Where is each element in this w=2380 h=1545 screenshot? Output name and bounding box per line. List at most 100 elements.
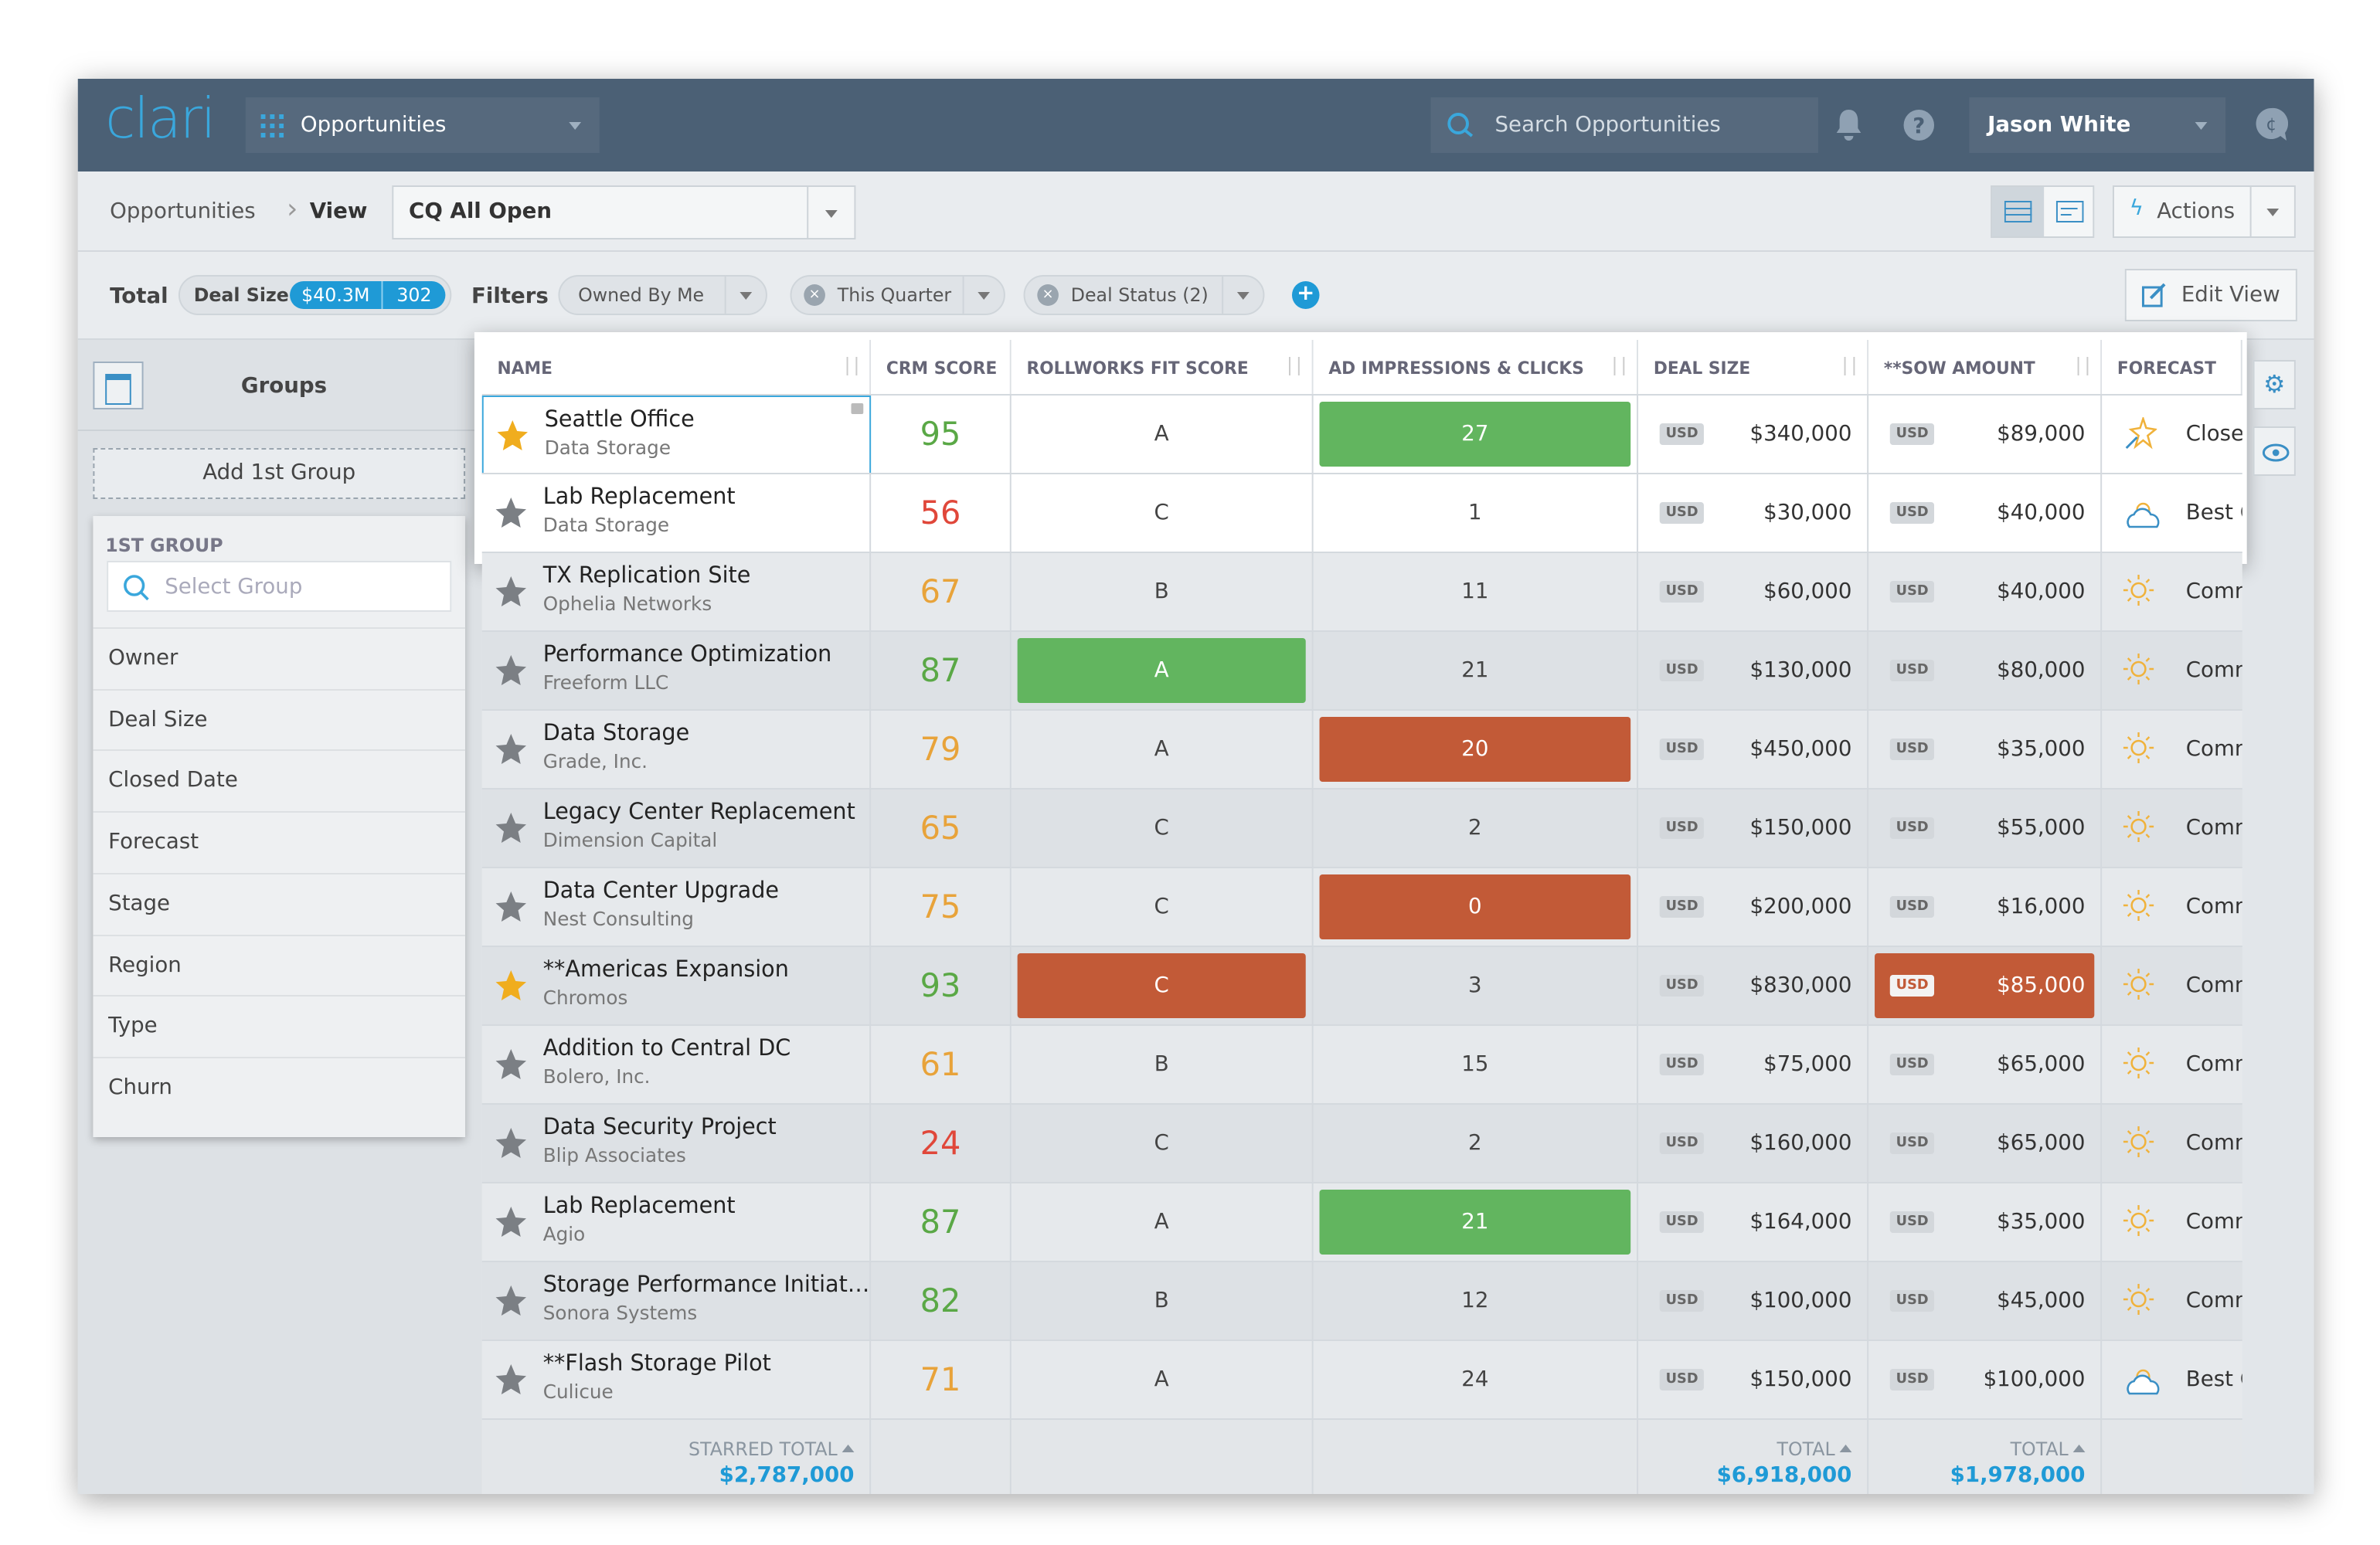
table-row[interactable]: Data Center Upgrade Nest Consulting 75 C 0 US… <box>481 867 2242 947</box>
forecast: Commit <box>2185 973 2242 998</box>
table-row[interactable]: Data Storage Grade, Inc. 79 A 20 USD $450,000 U… <box>481 709 2242 789</box>
star-icon[interactable] <box>495 969 528 1009</box>
impressions: 1 <box>1468 501 1482 525</box>
impressions-cell: 21 <box>1314 632 1639 711</box>
actions-button[interactable]: ϟ Actions <box>2112 185 2296 238</box>
crm-score: 67 <box>920 573 961 610</box>
group-option[interactable]: Owner <box>93 627 466 689</box>
edit-view-button[interactable]: Edit View <box>2124 269 2297 321</box>
crm-score-cell: 79 <box>871 711 1012 789</box>
table-row[interactable]: Lab Replacement Data Storage 56 C 1 USD $30,00… <box>481 473 2242 553</box>
module-select[interactable]: Opportunities <box>245 97 600 153</box>
star-icon[interactable] <box>495 1363 528 1403</box>
group-option[interactable]: Churn <box>93 1056 466 1119</box>
star-icon[interactable] <box>495 1126 528 1166</box>
name-cell: Performance Optimization Freeform LLC <box>482 632 872 711</box>
star-icon[interactable] <box>495 496 528 536</box>
group-option[interactable]: Forecast <box>93 811 466 873</box>
group-option[interactable]: Region <box>93 934 466 996</box>
sow-amount: $65,000 <box>1997 1052 2086 1077</box>
view-select[interactable]: CQ All Open <box>392 185 856 239</box>
star-icon[interactable] <box>495 890 528 930</box>
visibility-button[interactable] <box>2252 426 2296 476</box>
fit-score-cell: A <box>1012 711 1314 789</box>
currency: USD <box>1659 1054 1705 1075</box>
sow-cell: USD $65,000 <box>1868 1105 2103 1183</box>
sow-amount: $40,000 <box>1997 579 2086 604</box>
crumb-root[interactable]: Opportunities <box>110 199 256 224</box>
help-icon[interactable]: ? <box>1902 108 1936 142</box>
user-name: Jason White <box>1987 113 2131 138</box>
group-option[interactable]: Stage <box>93 872 466 935</box>
table-row[interactable]: Storage Performance Initiat… Sonora Syste… <box>481 1261 2242 1341</box>
chip-caret <box>1236 292 1250 300</box>
table-row[interactable]: TX Replication Site Ophelia Networks 67 B 11… <box>481 552 2242 632</box>
star-icon[interactable] <box>495 654 528 694</box>
view-toggle[interactable] <box>1991 185 2095 238</box>
table-row[interactable]: Legacy Center Replacement Dimension Capit… <box>481 788 2242 868</box>
sow-cell: USD $80,000 <box>1868 632 2103 711</box>
crumb-current: View <box>309 199 368 224</box>
crm-score: 24 <box>920 1125 961 1162</box>
crm-score: 79 <box>920 731 961 768</box>
chip-caret <box>978 292 991 300</box>
collapse-button[interactable] <box>93 362 144 409</box>
account-name: Freeform LLC <box>542 671 669 694</box>
deal-size-cell: USD $60,000 <box>1638 553 1869 632</box>
group-search[interactable]: Select Group <box>107 561 452 612</box>
group-option[interactable]: Closed Date <box>93 749 466 812</box>
filter-chip[interactable]: Owned By Me <box>558 275 767 315</box>
deal-size-cell: USD $100,000 <box>1638 1262 1869 1341</box>
add-filter[interactable]: + <box>1291 281 1320 309</box>
chat-icon[interactable]: ¢ <box>2255 107 2288 144</box>
star-icon[interactable] <box>495 1048 528 1088</box>
sow-cell: USD $40,000 <box>1868 474 2103 553</box>
star-icon[interactable] <box>495 1284 528 1324</box>
crm-score-cell: 71 <box>871 1341 1012 1420</box>
settings-button[interactable]: ⚙ <box>2252 360 2296 409</box>
deal-size: $130,000 <box>1749 658 1852 683</box>
grid-icon <box>260 114 284 138</box>
opportunity-name: TX Replication Site <box>542 564 751 589</box>
table-row[interactable]: Addition to Central DC Bolero, Inc. 61 B 15 U… <box>481 1024 2242 1105</box>
user-menu[interactable]: Jason White <box>1969 97 2226 153</box>
remove-filter[interactable]: × <box>804 284 825 306</box>
filter-chip[interactable]: × Deal Status (2) <box>1023 275 1265 315</box>
deal-size: $160,000 <box>1749 1131 1852 1156</box>
table-row[interactable]: Performance Optimization Freeform LLC 87 A 2… <box>481 630 2242 711</box>
star-icon[interactable] <box>496 419 529 459</box>
remove-filter[interactable]: × <box>1037 284 1059 306</box>
star-icon[interactable] <box>495 1205 528 1245</box>
add-group[interactable]: Add 1st Group <box>93 448 466 499</box>
search-box[interactable]: Search Opportunities <box>1430 97 1819 153</box>
table-row[interactable]: **Flash Storage Pilot Culicue 71 A 24 USD $150… <box>481 1340 2242 1420</box>
opportunity-name: **Americas Expansion <box>542 958 789 983</box>
opportunity-name: Performance Optimization <box>542 643 832 667</box>
name-cell: Lab Replacement Agio <box>482 1183 872 1262</box>
forecast: Commit <box>2185 1289 2242 1313</box>
bell-icon[interactable] <box>1832 107 1865 144</box>
table-row[interactable]: **Americas Expansion Chromos 93 C 3 USD $830,0… <box>481 946 2242 1026</box>
group-option[interactable]: Deal Size <box>93 688 466 750</box>
group-option[interactable]: Type <box>93 995 466 1057</box>
filter-chip[interactable]: × This Quarter <box>790 275 1005 315</box>
forecast-icon <box>2123 654 2154 691</box>
table-row[interactable]: Seattle Office Data Storage 95 A 27 USD $340,0… <box>481 394 2242 474</box>
total-label-text: STARRED TOTAL <box>688 1438 838 1460</box>
table-row[interactable]: Lab Replacement Agio 87 A 21 USD $164,000 USD $3… <box>481 1182 2242 1262</box>
sow-cell: USD $85,000 <box>1868 947 2103 1026</box>
column-header: DEAL SIZE <box>1638 340 1869 396</box>
star-icon[interactable] <box>495 732 528 772</box>
star-icon[interactable] <box>495 575 528 615</box>
table-row[interactable]: Data Security Project Blip Associates 24 C 2… <box>481 1103 2242 1183</box>
fit-score: A <box>1154 422 1169 447</box>
fit-score-cell: B <box>1012 553 1314 632</box>
forecast-cell: Best Case <box>2102 474 2242 553</box>
star-icon[interactable] <box>495 811 528 851</box>
opportunity-name: Lab Replacement <box>542 1194 736 1219</box>
impressions: 27 <box>1461 422 1489 447</box>
name-cell: Storage Performance Initiat… Sonora Syste… <box>482 1262 872 1341</box>
currency: USD <box>1889 660 1935 681</box>
currency: USD <box>1889 581 1935 603</box>
